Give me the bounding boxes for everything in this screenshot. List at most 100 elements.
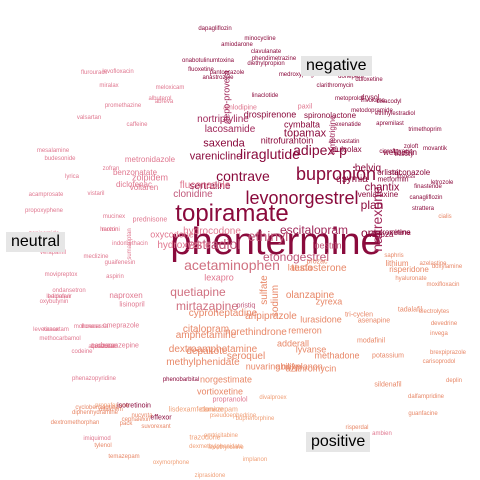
word-cyproheptadine: cyproheptadine <box>188 308 258 319</box>
word-drysol: drysol <box>360 94 380 102</box>
word-potassium: potassium <box>372 352 404 360</box>
word-zyrexa: zyrexa <box>315 296 343 307</box>
word-estradiol: estradiol <box>187 236 241 252</box>
word-divalproex: divalproex <box>259 395 287 401</box>
word-sulfate: sulfate <box>259 275 270 305</box>
word-ditiiazem: ditiiazem <box>99 407 123 413</box>
word-devedrine: devedrine <box>430 321 458 327</box>
word-risperidone: risperidone <box>389 265 429 274</box>
word-topiramate: topiramate <box>175 200 289 227</box>
word-azithromycin: azithromycin <box>285 363 337 374</box>
word-nuvaring: nuvaring <box>245 361 281 372</box>
word-depakote: depakote <box>186 346 228 357</box>
word-ambien: ambien <box>372 431 392 437</box>
word-asenapine: asenapine <box>357 317 391 325</box>
word-ethinyl: ethinyl <box>247 228 289 244</box>
word-carbamazepine: carbamazepine <box>91 342 139 350</box>
word-abilify: abilify <box>275 361 299 372</box>
word-pseudoephedrine: pseudoephedrine <box>209 413 257 419</box>
word-loestrin: loestrin <box>312 240 342 251</box>
word-topamax: topamax <box>283 127 327 140</box>
word-tadalafil: tadalafil <box>397 306 423 314</box>
word-aripiprazole: aripiprazole <box>245 311 297 322</box>
word-indomethacin: indomethacin <box>112 241 148 247</box>
word-movantik: movantik <box>422 146 448 152</box>
word-albuterol: albuterol <box>148 96 172 102</box>
word-nexplanon: nexplanon <box>281 361 323 372</box>
word-spironolactone: spironolactone <box>303 111 357 120</box>
word-nucynta: nucynta <box>131 413 153 419</box>
word-ziprasidone: ziprasidone <box>194 473 226 479</box>
word-aspirin: aspirin <box>106 274 124 280</box>
word-hydrocodone: hydrocodone <box>183 226 241 237</box>
word-fluoxetine: fluoxetine <box>188 67 214 73</box>
word-anastrozole: anastrozole <box>202 75 234 81</box>
word-phendimetrazine: phendimetrazine <box>251 56 297 62</box>
word-lithium: lithium <box>385 259 409 268</box>
word-prednisone: prednisone <box>132 216 168 224</box>
word-escitalopram: escitalopram <box>279 223 349 237</box>
word-ethinylestradiol: ethinylestradiol <box>374 111 416 117</box>
word-pristiq: pristiq <box>236 302 256 310</box>
word-clavulanate: clavulanate <box>250 49 282 55</box>
word-mirena: mirena <box>389 229 411 237</box>
word-nortriptyline: nortriptyline <box>197 114 249 125</box>
word-brexpiprazole: brexpiprazole <box>429 350 467 356</box>
word-liraglutide: liraglutide <box>240 146 300 162</box>
word-xanax: xanax <box>42 327 60 333</box>
word-amiodarone: amiodarone <box>221 42 253 48</box>
word-levetiracetam: levetiracetam <box>33 327 69 333</box>
word-nitrofurantoin: nitrofurantoin <box>260 135 314 146</box>
word-sildenafil: sildenafil <box>374 381 402 389</box>
word-hyaluronate: hyaluronate <box>395 276 427 282</box>
word-norethindrone: norethindrone <box>225 327 287 338</box>
word-atorvastatin: atorvastatin <box>328 139 360 145</box>
word-paroxetine: paroxetine <box>373 228 411 237</box>
word-harvoni: harvoni <box>100 227 120 233</box>
word-phentermine: phentermine <box>170 221 382 263</box>
word-diethylpropion: diethylpropion <box>247 61 285 67</box>
word-risperdal: risperdal <box>345 425 369 431</box>
word-implanon: implanon <box>242 457 268 463</box>
word-canagliflozin: canagliflozin <box>409 195 443 201</box>
word-cialis: cialis <box>438 214 452 220</box>
word-electrolytes: electrolytes <box>418 309 450 315</box>
word-methylphenidate: methylphenidate <box>166 357 240 368</box>
word-lisinopril: lisinopril <box>119 301 145 309</box>
word-amphetamine: amphetamine <box>175 330 237 341</box>
word-oxybutynin: oxybutynin <box>39 299 69 305</box>
word-budesonide: budesonide <box>44 156 76 162</box>
word-dexmethylphenidate: dexmethylphenidate <box>189 444 243 450</box>
neutral-group-label: neutral <box>6 232 65 252</box>
word-strattera: strattera <box>411 206 435 212</box>
word-wellbutrin: wellbutrin <box>383 148 417 157</box>
word-trazodone: trazodone <box>189 434 221 442</box>
word-duloxetine: duloxetine <box>355 77 383 83</box>
word-ondansetron: ondansetron <box>52 288 86 294</box>
word-prozac: prozac <box>306 258 328 266</box>
word-bisacodyl: bisacodyl <box>376 99 402 105</box>
word-mirtazapine: mirtazapine <box>175 299 239 313</box>
word-donepezil: donepezil <box>338 74 364 80</box>
word-qsymia: qsymia <box>336 174 368 185</box>
word-codeine: codeine <box>71 349 93 355</box>
word-mucinex: mucinex <box>102 214 126 220</box>
word-dapagliflozin: dapagliflozin <box>198 26 232 32</box>
word-paxil: paxil <box>297 103 313 111</box>
word-isotretinoin: isotretinoin <box>117 402 151 410</box>
word-etonogestrel: etonogestrel <box>262 250 330 264</box>
positive-group-label: positive <box>306 432 371 452</box>
word-tri-cyclen: tri-cyclen <box>344 311 374 319</box>
word-remeron: remeron <box>288 325 322 336</box>
word-metformin: metformin <box>377 176 409 184</box>
word-levothyroxine: levothyroxine <box>208 445 244 451</box>
word-adderall: adderall <box>276 338 310 349</box>
word-doxylamine: doxylamine <box>431 264 463 270</box>
word-one: one <box>360 226 382 240</box>
word-abreva: abreva <box>154 99 174 105</box>
word-invega: invega <box>430 331 448 337</box>
word-hydroxyzine: hydroxyzine <box>157 240 211 251</box>
word-diclofenac: diclofenac <box>115 180 153 189</box>
word-vortioxetine: vortioxetine <box>196 386 244 397</box>
